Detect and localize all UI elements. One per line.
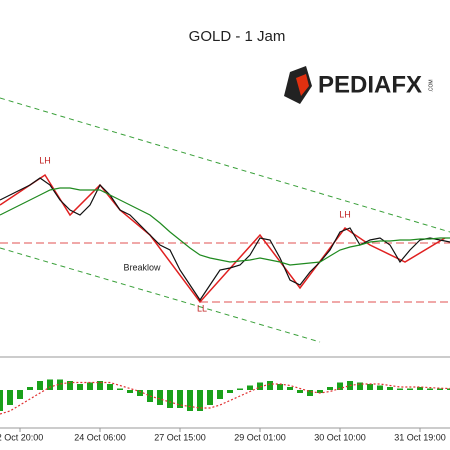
annotation: LL <box>197 303 207 313</box>
channel-upper <box>0 97 450 233</box>
macd-bar <box>297 390 303 393</box>
price-line <box>0 177 450 302</box>
logo-suffix: .COM <box>428 79 434 92</box>
annotation: Breaklow <box>123 262 161 272</box>
macd-bar <box>327 387 333 390</box>
macd-bar <box>407 388 413 390</box>
macd-bar <box>37 381 43 390</box>
macd-bar <box>207 390 213 405</box>
macd-bar <box>97 381 103 390</box>
macd-bar <box>187 390 193 411</box>
macd-bar <box>417 387 423 390</box>
macd-bar <box>177 390 183 408</box>
x-tick-label: 24 Oct 06:00 <box>74 432 126 442</box>
x-tick-label: 30 Oct 10:00 <box>314 432 366 442</box>
macd-bar <box>257 382 263 390</box>
macd-bar <box>47 379 53 390</box>
macd-bar <box>27 387 33 390</box>
macd-bar <box>217 390 223 399</box>
logo: PEDIAFX .COM <box>284 66 434 104</box>
macd-bar <box>367 384 373 390</box>
x-tick-label: 27 Oct 15:00 <box>154 432 206 442</box>
macd-bar <box>247 385 253 390</box>
macd-bar <box>377 385 383 390</box>
macd-bar <box>287 387 293 390</box>
macd-bar <box>267 381 273 390</box>
macd-bar <box>17 390 23 399</box>
macd-bar <box>137 390 143 396</box>
macd-bar <box>77 384 83 390</box>
macd-bar <box>307 390 313 396</box>
macd-bar <box>227 390 233 393</box>
macd-bar <box>57 379 63 390</box>
macd-bar <box>7 390 13 405</box>
macd-bar <box>107 384 113 390</box>
logo-text: PEDIAFX <box>318 71 422 98</box>
macd-bar <box>397 388 403 390</box>
annotation: LH <box>39 155 51 165</box>
moving-average <box>0 187 450 266</box>
logo-icon-accent <box>296 74 309 96</box>
annotation: LH <box>339 209 351 219</box>
macd-bar <box>427 388 433 390</box>
macd-bar <box>237 388 243 390</box>
chart-title: GOLD - 1 Jam <box>189 28 286 45</box>
macd-bar <box>167 390 173 408</box>
macd-bar <box>147 390 153 402</box>
macd-bar <box>357 382 363 390</box>
x-tick-label: 31 Oct 19:00 <box>394 432 446 442</box>
macd-bar <box>87 382 93 390</box>
macd-bar <box>127 390 133 393</box>
macd-bar <box>0 390 3 411</box>
macd-bar <box>157 390 163 405</box>
zigzag <box>0 173 446 304</box>
macd-bar <box>197 390 203 411</box>
x-tick-label: 2 Oct 20:00 <box>0 432 43 442</box>
signal-line <box>0 381 450 415</box>
macd-bar <box>117 388 123 390</box>
macd-bar <box>447 388 450 390</box>
macd-bar <box>277 384 283 390</box>
macd-bar <box>437 388 443 390</box>
x-tick-label: 29 Oct 01:00 <box>234 432 286 442</box>
macd-bar <box>67 381 73 390</box>
macd-bar <box>317 390 323 393</box>
macd-bar <box>387 387 393 390</box>
channel-lower <box>0 247 321 343</box>
macd-bar <box>337 382 343 390</box>
